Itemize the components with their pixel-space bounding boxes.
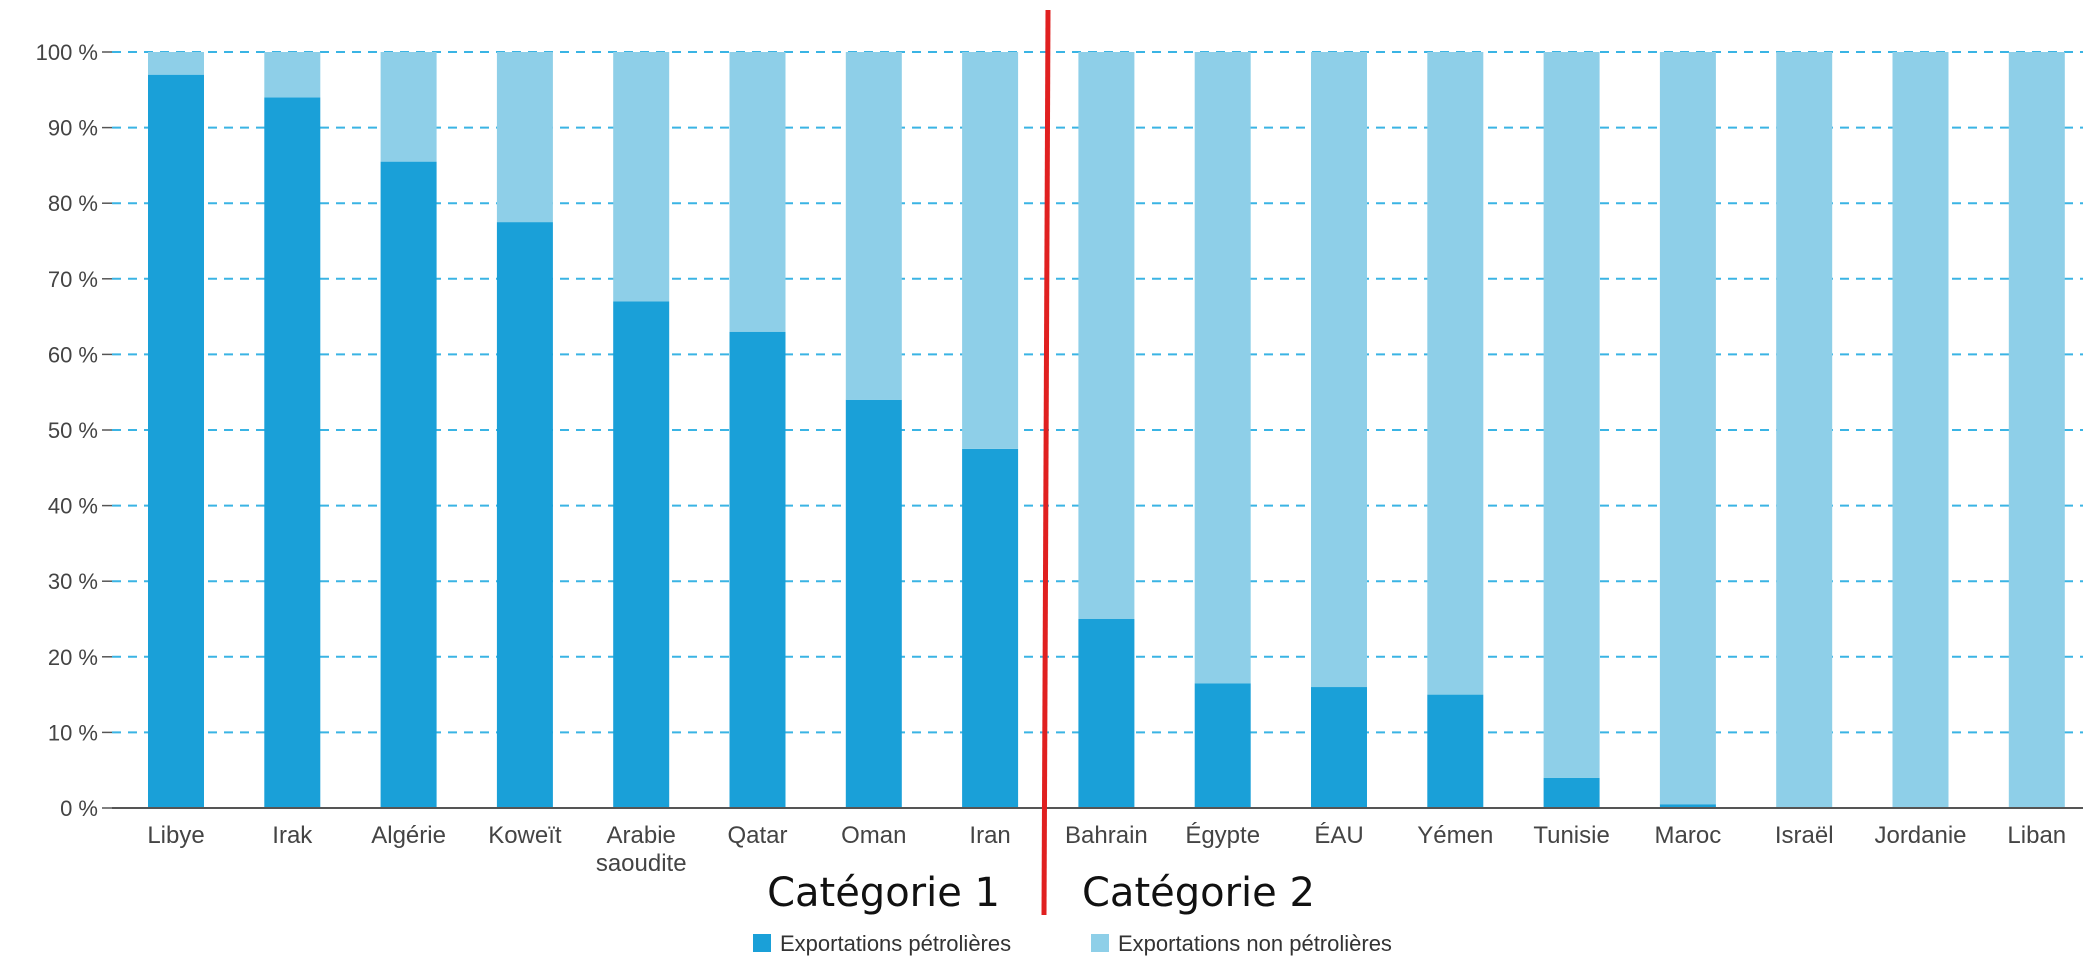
x-tick-label: Oman	[841, 822, 906, 849]
bar-non-oil-exports	[1078, 52, 1135, 619]
x-tick-label: Maroc	[1655, 822, 1722, 849]
x-tick-label: Qatar	[727, 822, 787, 849]
y-tick-label: 60 %	[48, 342, 98, 367]
x-tick-label: Jordanie	[1874, 822, 1966, 849]
bar-non-oil-exports	[1776, 52, 1833, 808]
y-tick-label: 0 %	[60, 796, 98, 821]
x-tick-label: Koweït	[488, 822, 562, 849]
bar-non-oil-exports	[2008, 52, 2065, 808]
bar-oil-exports	[1078, 619, 1135, 808]
legend-swatch-non-oil	[1091, 934, 1109, 952]
bar-oil-exports	[496, 222, 553, 809]
bar-non-oil-exports	[264, 52, 321, 98]
gridlines	[112, 51, 2083, 734]
y-tick-label: 30 %	[48, 569, 98, 594]
bar-non-oil-exports	[1427, 52, 1484, 695]
x-tick-label: Yémen	[1417, 822, 1493, 849]
bar-oil-exports	[1427, 694, 1484, 808]
y-tick-label: 40 %	[48, 494, 98, 519]
bar-non-oil-exports	[962, 52, 1019, 449]
bar-oil-exports	[380, 161, 437, 808]
bar-oil-exports	[845, 399, 902, 808]
group-label-1: Catégorie 1	[767, 870, 1000, 916]
legend-swatch-oil	[753, 934, 771, 952]
bar-non-oil-exports	[148, 52, 204, 75]
x-tick-label: Libye	[147, 822, 204, 849]
bar-non-oil-exports	[1194, 52, 1251, 684]
bars	[148, 52, 2065, 809]
bar-non-oil-exports	[729, 52, 786, 332]
bar-non-oil-exports	[1892, 52, 1949, 808]
bar-non-oil-exports	[1311, 52, 1367, 688]
y-tick-label: 20 %	[48, 645, 98, 670]
x-tick-label: ÉAU	[1314, 822, 1363, 849]
x-tick-label: Bahrain	[1065, 822, 1148, 849]
y-tick-label: 70 %	[48, 267, 98, 292]
legend-label-oil: Exportations pétrolières	[780, 931, 1011, 956]
y-tick-label: 90 %	[48, 116, 98, 141]
x-tick-label: Israël	[1775, 822, 1834, 849]
legend-label-non-oil: Exportations non pétrolières	[1118, 931, 1392, 956]
bar-oil-exports	[1194, 683, 1251, 808]
bar-non-oil-exports	[613, 52, 670, 302]
x-tick-label: Iran	[969, 822, 1010, 849]
y-tick-label: 10 %	[48, 720, 98, 745]
y-axis-ticks: 0 % 10 % 20 % 30 % 40 % 50 % 60 % 70 % 80 % 90 % 1…	[36, 40, 112, 821]
bar-non-oil-exports	[380, 52, 437, 162]
bar-oil-exports	[264, 97, 321, 809]
x-tick-label: Irak	[272, 822, 313, 849]
x-axis-labels: Libye Irak Algérie Koweït Arabie saoudite Qata…	[147, 822, 2066, 877]
y-tick-label: 100 %	[36, 40, 98, 65]
bar-non-oil-exports	[496, 52, 553, 223]
x-tick-label: Égypte	[1185, 822, 1260, 849]
category-divider	[1041, 9, 1051, 916]
bar-oil-exports	[962, 448, 1019, 808]
bar-oil-exports	[1543, 777, 1600, 808]
y-tick-label: 50 %	[48, 418, 98, 443]
bar-non-oil-exports	[1659, 52, 1716, 805]
bar-oil-exports	[729, 331, 786, 808]
legend: Exportations pétrolières Exportations no…	[753, 931, 1392, 956]
x-tick-label: Algérie	[371, 822, 446, 849]
bar-oil-exports	[613, 301, 670, 808]
x-tick-label: Arabie saoudite	[596, 822, 687, 877]
bar-non-oil-exports	[845, 52, 902, 400]
x-tick-label: Liban	[2007, 822, 2066, 849]
bar-oil-exports	[1659, 804, 1716, 808]
x-tick-label: Tunisie	[1533, 822, 1609, 849]
bar-oil-exports	[148, 74, 204, 809]
bar-oil-exports	[1311, 687, 1367, 808]
y-tick-label: 80 %	[48, 191, 98, 216]
group-label-2: Catégorie 2	[1082, 870, 1315, 916]
bar-non-oil-exports	[1543, 52, 1600, 778]
